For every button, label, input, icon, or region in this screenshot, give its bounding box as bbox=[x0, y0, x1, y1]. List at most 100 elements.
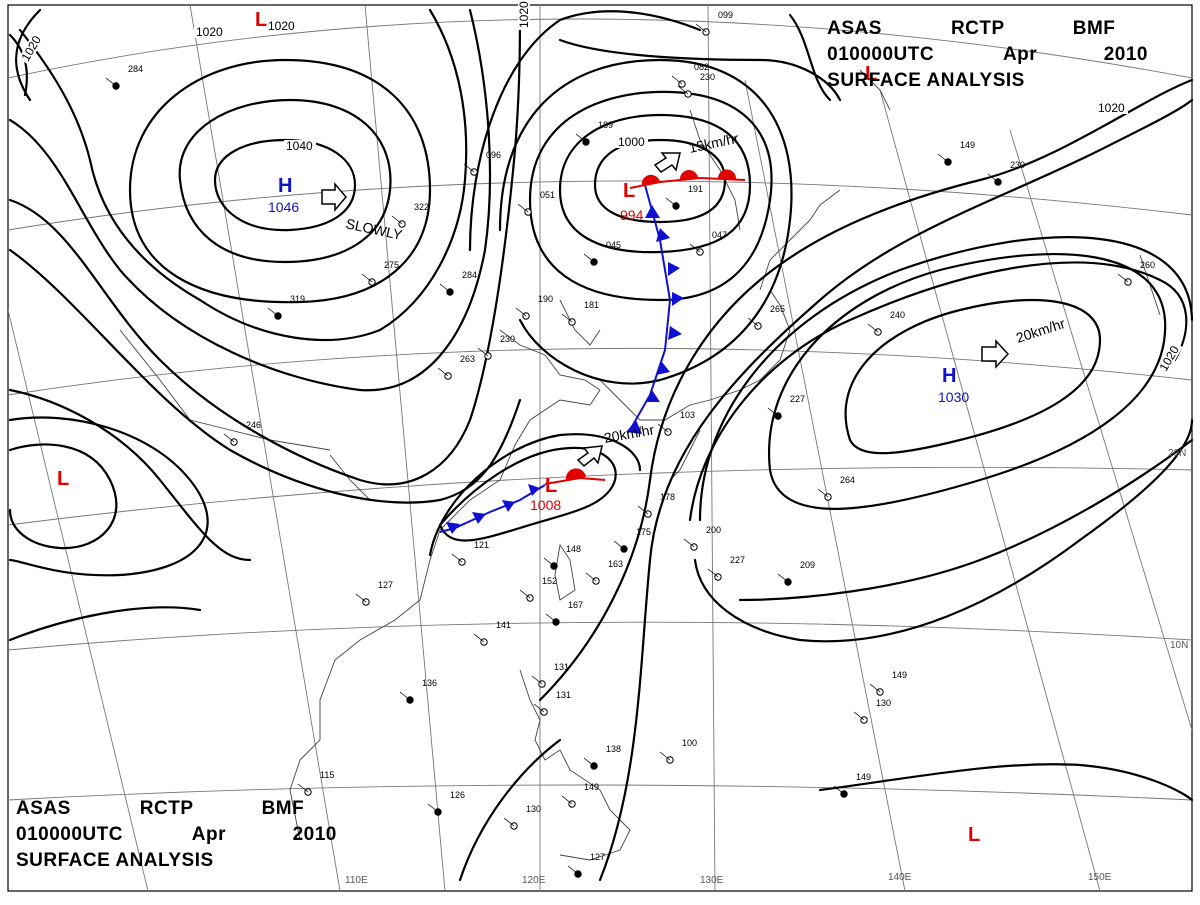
isobar-label-bg bbox=[266, 20, 298, 32]
station-plot: 181 bbox=[561, 300, 599, 326]
isobar-label: 1020 bbox=[196, 25, 223, 39]
wind-barb-icon bbox=[637, 505, 649, 515]
station-plot: 141 bbox=[473, 620, 511, 646]
station-pressure-label: 131 bbox=[556, 690, 571, 700]
station-plot: 047 bbox=[689, 230, 727, 256]
station-pressure-label: 136 bbox=[422, 678, 437, 688]
header-top-right: ASAS RCTP BMF 010000UTC Apr 2010 SURFACE… bbox=[827, 16, 1148, 94]
footer-source-0: ASAS bbox=[16, 798, 71, 819]
wind-barb-icon bbox=[867, 323, 879, 333]
isobar-label: 1020 bbox=[268, 19, 295, 33]
station-plot: 149 bbox=[833, 772, 871, 798]
station-pressure-label: 230 bbox=[500, 334, 515, 344]
wind-barb-icon bbox=[677, 85, 689, 95]
wind-barb-icon bbox=[399, 691, 411, 701]
footer-source-line: ASAS RCTP BMF bbox=[16, 796, 337, 822]
movement-arrows bbox=[321, 152, 1010, 468]
station-plot: 127 bbox=[355, 580, 393, 606]
station-pressure-label: 230 bbox=[700, 72, 715, 82]
low-pressure-symbol: L bbox=[545, 475, 557, 497]
center-pressure-value: 994 bbox=[620, 207, 644, 223]
station-pressure-label: 096 bbox=[486, 150, 501, 160]
wind-barb-icon bbox=[695, 23, 707, 33]
station-pressure-label: 265 bbox=[770, 304, 785, 314]
warm-front-south bbox=[544, 468, 606, 485]
station-pressure-label: 191 bbox=[688, 184, 703, 194]
station-plot: 264 bbox=[817, 475, 855, 501]
isobar-label: 1020 bbox=[517, 1, 531, 28]
station-pressure-label: 200 bbox=[706, 525, 721, 535]
station-plot: 115 bbox=[297, 770, 334, 796]
wind-barb-icon bbox=[361, 273, 373, 283]
longitude-label: 120E bbox=[522, 875, 546, 886]
station-pressure-label: 149 bbox=[856, 772, 871, 782]
isobar-label: 1000 bbox=[618, 135, 645, 149]
isobar-label-bg bbox=[518, 0, 530, 30]
wind-barb-icon bbox=[515, 307, 527, 317]
wind-barb-icon bbox=[657, 423, 669, 433]
wind-barb-icon bbox=[869, 683, 881, 693]
wind-barb-icon bbox=[427, 803, 439, 813]
station-pressure-label: 149 bbox=[584, 782, 599, 792]
wind-barb-icon bbox=[853, 711, 865, 721]
wind-barb-icon bbox=[585, 572, 597, 582]
header-bottom-left: ASAS RCTP BMF 010000UTC Apr 2010 SURFACE… bbox=[16, 796, 337, 874]
station-plot: 240 bbox=[867, 310, 905, 336]
wind-barb-icon bbox=[583, 253, 595, 263]
header-time-2: 2010 bbox=[1103, 44, 1148, 65]
wind-barb-icon bbox=[1117, 273, 1129, 283]
isobar-label: 1040 bbox=[286, 139, 313, 153]
header-source-2: BMF bbox=[1072, 18, 1116, 39]
wind-barb-icon bbox=[583, 757, 595, 767]
wind-barb-icon bbox=[613, 540, 625, 550]
station-plot: 230 bbox=[477, 334, 515, 360]
header-product: SURFACE ANALYSIS bbox=[827, 70, 1025, 91]
station-pressure-label: 148 bbox=[566, 544, 581, 554]
high-pressure-symbol: H bbox=[942, 365, 956, 387]
high-pressure-symbol: H bbox=[278, 175, 292, 197]
station-pressure-label: 181 bbox=[584, 300, 599, 310]
station-plot: 130 bbox=[853, 698, 891, 724]
station-plot: 175 bbox=[613, 527, 651, 553]
isobar-label-bg bbox=[18, 31, 45, 65]
station-pressure-label: 130 bbox=[876, 698, 891, 708]
station-plot: 136 bbox=[399, 678, 437, 704]
station-plot: 100 bbox=[659, 738, 697, 764]
station-pressure-label: 264 bbox=[840, 475, 855, 485]
wind-barb-icon bbox=[575, 133, 587, 143]
longitude-labels: 110E 120E 130E 140E 150E bbox=[345, 872, 1112, 886]
station-pressure-label: 152 bbox=[542, 576, 557, 586]
station-pressure-label: 138 bbox=[606, 744, 621, 754]
wind-barb-icon bbox=[747, 317, 759, 327]
station-plot: 322 bbox=[391, 202, 429, 228]
station-plot: 149 bbox=[561, 782, 599, 808]
center-pressure-value: 1030 bbox=[938, 389, 969, 405]
station-plot: 246 bbox=[223, 420, 261, 446]
station-plot: 148 bbox=[543, 544, 581, 570]
station-plot: 130 bbox=[503, 804, 541, 830]
station-plot: 096 bbox=[463, 150, 501, 176]
wind-barb-icon bbox=[473, 633, 485, 643]
wind-barb-icon bbox=[987, 173, 999, 183]
isobar-label-bg bbox=[194, 26, 226, 38]
wind-barb-icon bbox=[439, 283, 451, 293]
wind-barb-icon bbox=[451, 553, 463, 563]
station-plot: 131 bbox=[531, 662, 569, 688]
header-source-line: ASAS RCTP BMF bbox=[827, 16, 1148, 42]
wind-barb-icon bbox=[531, 675, 543, 685]
arrow-icon bbox=[576, 445, 603, 468]
station-plot: 163 bbox=[585, 559, 623, 585]
station-plot: 138 bbox=[583, 744, 621, 770]
header-source-1: RCTP bbox=[950, 18, 1005, 39]
station-pressure-label: 209 bbox=[800, 560, 815, 570]
wind-barb-icon bbox=[817, 488, 829, 498]
wind-barb-icon bbox=[463, 163, 475, 173]
footer-product: SURFACE ANALYSIS bbox=[16, 850, 214, 871]
station-plot: 260 bbox=[1117, 260, 1155, 286]
station-plot: 082 bbox=[671, 62, 709, 88]
station-pressure-label: 230 bbox=[1010, 160, 1025, 170]
isobar-1040 bbox=[213, 138, 357, 232]
footer-source-2: BMF bbox=[261, 798, 305, 819]
wind-barb-icon bbox=[391, 215, 403, 225]
